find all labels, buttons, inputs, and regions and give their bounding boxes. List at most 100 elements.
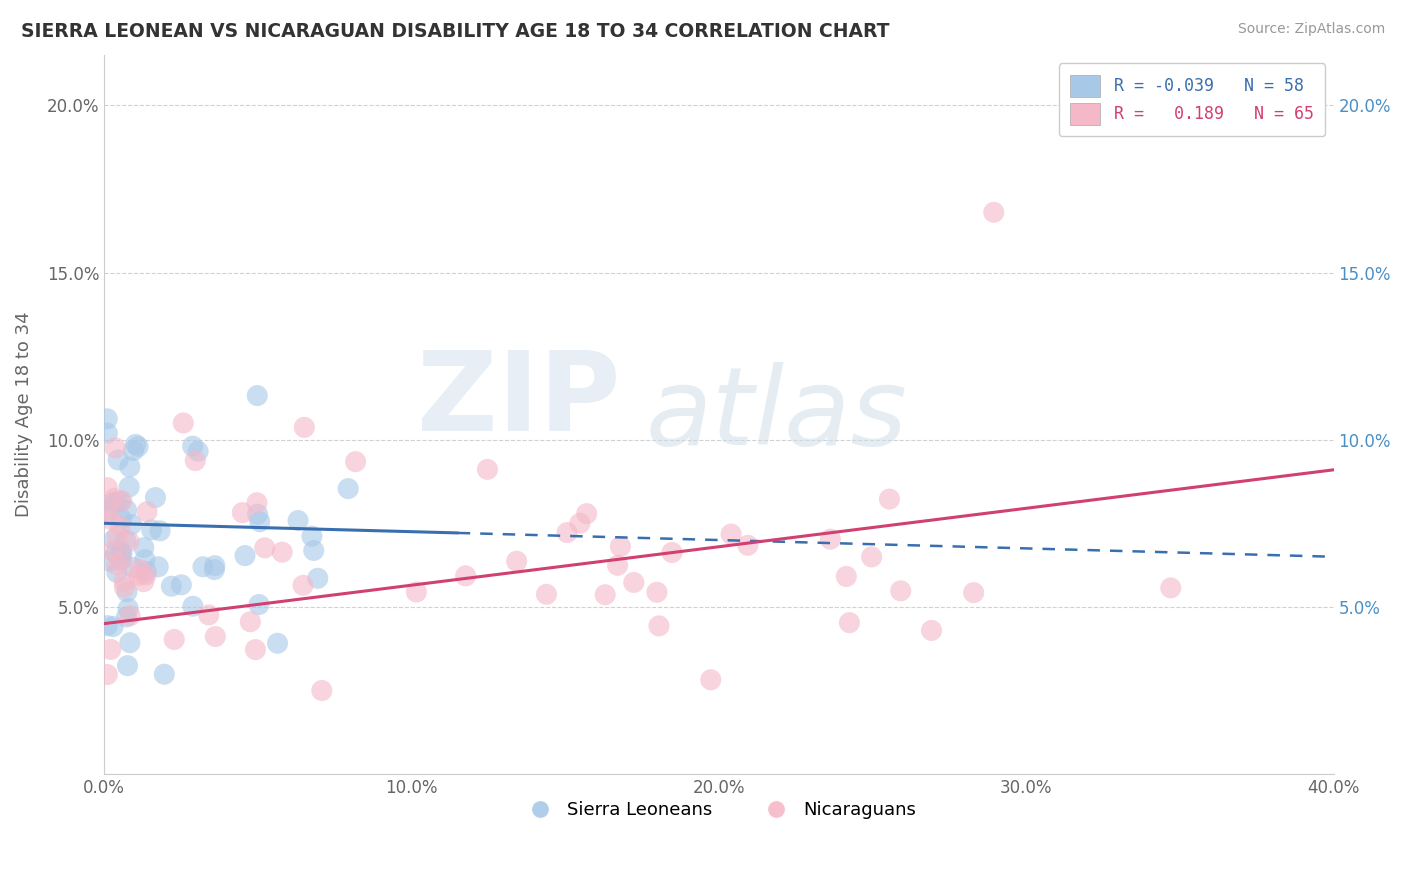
Point xyxy=(197,607,219,622)
Point xyxy=(110,494,132,508)
Point xyxy=(114,533,136,547)
Point xyxy=(191,559,214,574)
Point xyxy=(111,546,134,560)
Point xyxy=(118,480,141,494)
Point xyxy=(1160,581,1182,595)
Point xyxy=(118,459,141,474)
Point xyxy=(101,496,124,510)
Point xyxy=(108,519,131,533)
Point xyxy=(111,494,134,508)
Point xyxy=(136,505,159,519)
Point xyxy=(648,619,671,633)
Point xyxy=(117,601,139,615)
Point xyxy=(172,416,194,430)
Point xyxy=(134,552,156,566)
Point xyxy=(307,571,329,585)
Point xyxy=(181,439,204,453)
Point xyxy=(838,615,860,630)
Point xyxy=(505,554,527,568)
Point xyxy=(163,632,186,647)
Point xyxy=(96,425,118,440)
Legend: Sierra Leoneans, Nicaraguans: Sierra Leoneans, Nicaraguans xyxy=(515,794,922,826)
Point xyxy=(96,506,118,520)
Point xyxy=(96,412,118,426)
Point xyxy=(921,624,943,638)
Point xyxy=(245,642,267,657)
Point xyxy=(110,545,132,559)
Point xyxy=(170,578,193,592)
Point xyxy=(890,583,912,598)
Point xyxy=(860,549,883,564)
Point xyxy=(963,585,986,599)
Point xyxy=(879,491,901,506)
Point xyxy=(737,538,759,552)
Point xyxy=(204,558,226,573)
Point xyxy=(454,569,477,583)
Point xyxy=(98,554,121,568)
Point xyxy=(115,584,138,599)
Point xyxy=(145,491,167,505)
Point xyxy=(127,440,149,454)
Point xyxy=(118,636,141,650)
Point xyxy=(661,545,683,559)
Point xyxy=(121,560,143,574)
Point xyxy=(103,533,125,547)
Point xyxy=(720,527,742,541)
Point xyxy=(700,673,723,687)
Point xyxy=(114,581,136,595)
Point xyxy=(104,546,127,560)
Point xyxy=(149,524,172,538)
Point xyxy=(246,388,269,402)
Text: ZIP: ZIP xyxy=(418,347,620,454)
Y-axis label: Disability Age 18 to 34: Disability Age 18 to 34 xyxy=(15,312,32,517)
Point xyxy=(292,420,315,434)
Point xyxy=(249,515,271,529)
Point xyxy=(107,453,129,467)
Point xyxy=(141,523,163,537)
Point xyxy=(835,569,858,583)
Point xyxy=(266,636,288,650)
Point xyxy=(132,541,155,555)
Point xyxy=(96,504,118,518)
Point xyxy=(575,507,598,521)
Point xyxy=(122,443,145,458)
Point xyxy=(128,568,150,582)
Point xyxy=(202,563,225,577)
Point xyxy=(233,549,256,563)
Point xyxy=(645,585,668,599)
Point xyxy=(246,496,269,510)
Point xyxy=(184,453,207,467)
Point xyxy=(105,558,128,572)
Point xyxy=(623,575,645,590)
Point xyxy=(287,514,309,528)
Point xyxy=(820,532,842,546)
Point xyxy=(105,530,128,544)
Point xyxy=(606,558,628,573)
Point xyxy=(135,565,157,579)
Point xyxy=(101,544,124,558)
Point xyxy=(148,559,170,574)
Point xyxy=(105,566,128,580)
Point xyxy=(292,578,315,592)
Point xyxy=(231,506,253,520)
Point xyxy=(204,630,226,644)
Point xyxy=(153,667,176,681)
Point xyxy=(110,553,132,567)
Point xyxy=(253,541,276,555)
Point xyxy=(120,608,142,623)
Point xyxy=(536,587,558,601)
Point xyxy=(101,619,124,633)
Point xyxy=(301,529,323,543)
Point xyxy=(110,512,132,526)
Point xyxy=(128,562,150,576)
Point xyxy=(115,610,138,624)
Point xyxy=(117,658,139,673)
Point xyxy=(555,525,578,540)
Point xyxy=(118,534,141,549)
Point xyxy=(344,455,367,469)
Point xyxy=(135,568,157,582)
Point xyxy=(110,554,132,568)
Text: SIERRA LEONEAN VS NICARAGUAN DISABILITY AGE 18 TO 34 CORRELATION CHART: SIERRA LEONEAN VS NICARAGUAN DISABILITY … xyxy=(21,22,890,41)
Point xyxy=(337,482,360,496)
Point xyxy=(609,540,631,554)
